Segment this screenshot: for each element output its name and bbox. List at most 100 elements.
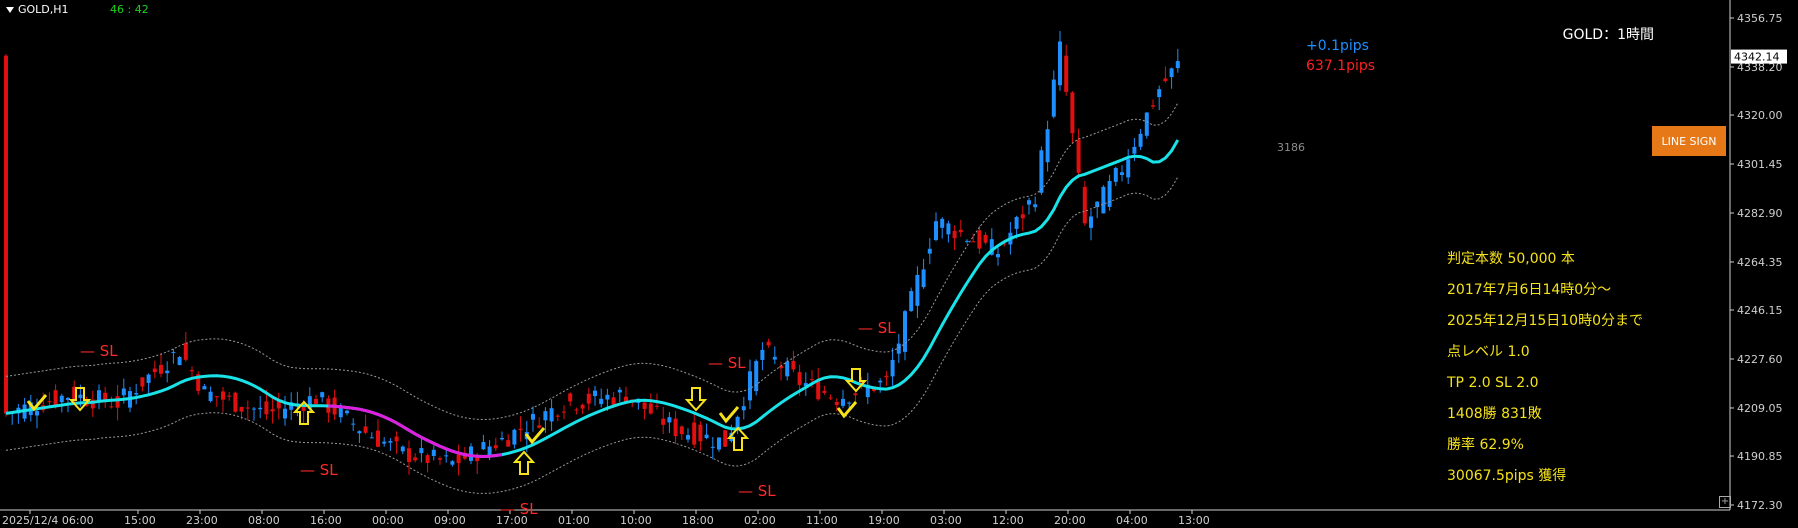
y-tick-label: 4172.30 <box>1737 499 1783 512</box>
candle-body <box>500 437 504 440</box>
candle-body <box>754 361 759 392</box>
candle-body <box>103 392 108 403</box>
candle-body <box>555 415 560 417</box>
candle-body <box>165 370 170 374</box>
candle-body <box>977 230 982 249</box>
candle-body <box>1089 216 1093 228</box>
candle-body <box>1051 79 1056 117</box>
candle-body <box>506 440 511 447</box>
candle-body <box>214 396 219 398</box>
candle-body <box>531 413 535 420</box>
symbol-label: GOLD,H1 <box>6 3 69 16</box>
candle-body <box>152 368 157 373</box>
candle-body <box>419 448 424 454</box>
candle-body <box>872 387 876 391</box>
candle-body <box>4 55 8 414</box>
candle-body <box>394 436 399 442</box>
x-tick-label: 2025/12/4 06:00 <box>2 514 94 527</box>
sl-label: — SL <box>858 319 896 337</box>
candle-body <box>710 446 715 448</box>
candle-body <box>177 357 182 366</box>
candle-body <box>134 392 139 395</box>
candle-body <box>183 343 188 360</box>
candle-body <box>425 455 430 463</box>
candle-body <box>202 386 207 390</box>
x-tick-label: 02:00 <box>744 514 776 527</box>
candle-body <box>301 406 306 411</box>
candle-body <box>661 418 666 425</box>
check-icon <box>718 406 740 424</box>
line-sign-button[interactable]: LINE SIGN <box>1652 126 1726 156</box>
x-tick-label: 19:00 <box>868 514 900 527</box>
candle-body <box>221 391 225 400</box>
candle-body <box>841 398 845 406</box>
candle-body <box>407 448 411 463</box>
candle-body <box>109 406 114 408</box>
check-icon <box>524 427 546 445</box>
arrow-up-icon <box>292 400 316 425</box>
candle-body <box>679 426 684 435</box>
stats-line: 判定本数 50,000 本 <box>1447 251 1575 267</box>
candle-body <box>475 457 480 462</box>
candle-body <box>673 418 678 437</box>
x-tick-label: 15:00 <box>124 514 156 527</box>
sl-label: — SL <box>708 354 746 372</box>
candle-body <box>692 422 697 445</box>
candle-body <box>611 397 616 405</box>
candle-body <box>444 455 449 457</box>
candle-body <box>884 375 889 378</box>
arrow-up-icon <box>512 450 536 475</box>
stats-line: TP 2.0 SL 2.0 <box>1447 375 1539 391</box>
x-tick-label: 00:00 <box>372 514 404 527</box>
stats-line: 30067.5pips 獲得 <box>1447 468 1567 484</box>
stats-panel: 判定本数 50,000 本 2017年7月6日14時0分～ 2025年12月15… <box>1447 244 1643 492</box>
candle-body <box>227 395 232 397</box>
candle-body <box>90 399 95 409</box>
y-tick-label: 4264.35 <box>1737 256 1783 269</box>
candle-body <box>264 401 269 415</box>
candle-body <box>307 396 312 409</box>
candle-body <box>1020 214 1025 219</box>
candle-body <box>1064 55 1069 92</box>
candle-body <box>580 404 585 409</box>
arrow-down-icon <box>844 368 868 393</box>
moving-average-line <box>5 139 1180 459</box>
candle-body <box>624 396 628 404</box>
candle-body <box>1157 89 1162 98</box>
candle-body <box>314 398 318 404</box>
candle-body <box>599 398 604 405</box>
candle-body <box>1151 105 1155 107</box>
candle-body <box>1169 68 1174 78</box>
dropdown-triangle-icon[interactable] <box>6 7 14 13</box>
candle-body <box>903 311 907 352</box>
candle-body <box>363 426 368 433</box>
candle-body <box>512 429 517 445</box>
candles <box>4 30 1180 476</box>
candle-body <box>927 248 932 254</box>
candle-body <box>593 390 597 397</box>
candle-body <box>921 269 926 288</box>
candle-body <box>748 371 752 401</box>
candle-body <box>1058 41 1062 86</box>
candle-body <box>338 407 343 418</box>
y-tick-label: 4338.20 <box>1737 61 1783 74</box>
candle-body <box>208 391 213 401</box>
candle-body <box>723 430 728 447</box>
candle-body <box>450 461 455 465</box>
stats-line: 点レベル 1.0 <box>1447 344 1530 360</box>
candle-body <box>828 397 833 399</box>
candle-body <box>159 364 163 374</box>
candle-body <box>283 408 287 419</box>
candle-body <box>369 437 374 439</box>
candle-body <box>797 372 802 385</box>
candle-body <box>97 390 101 403</box>
chart-title-label: GOLD：1時間 <box>1562 27 1654 43</box>
candle-body <box>772 356 777 360</box>
candle-body <box>481 442 486 450</box>
x-tick-label: 11:00 <box>806 514 838 527</box>
expand-icon[interactable]: + <box>1719 496 1731 508</box>
x-tick-label: 20:00 <box>1054 514 1086 527</box>
candle-body <box>667 417 672 423</box>
